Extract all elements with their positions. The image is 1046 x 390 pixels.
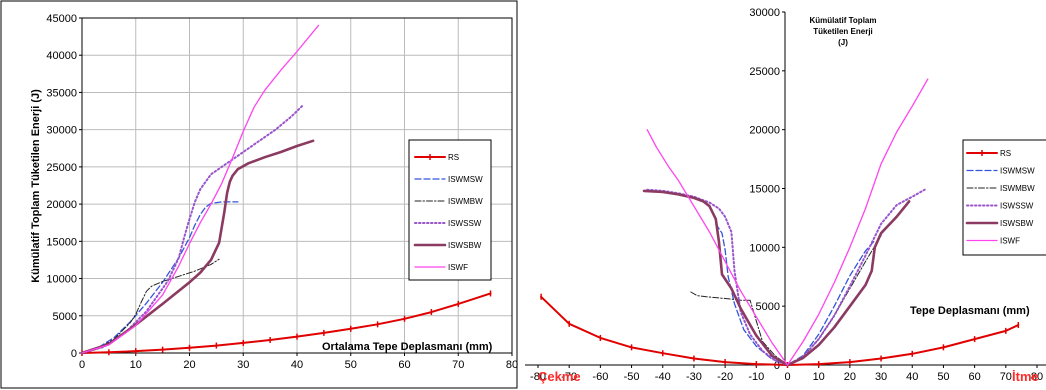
series-line-iswsbw: [80, 139, 315, 355]
x-tick-label: -70: [561, 371, 577, 383]
y-tick-label: 5000: [756, 301, 780, 313]
x-tick-label: 50: [345, 359, 357, 371]
y-tick-label: 10000: [46, 274, 77, 286]
x-tick-label: -60: [592, 371, 608, 383]
series-line-iswmsw: [81, 201, 239, 354]
series-line-iswsbw: [642, 189, 911, 367]
x-tick-label: 10: [813, 371, 825, 383]
x-tick-label: 80: [1031, 371, 1043, 383]
left-chart: 0 5000 10000 15000 20000 25000 30000 35000 40000…: [0, 0, 518, 389]
x-tick-label: 0: [79, 359, 85, 371]
x-tick-label: -40: [655, 371, 671, 383]
y-tick-label: 30000: [749, 7, 780, 19]
series-line-iswf: [646, 78, 929, 366]
y-tick-label: 25000: [749, 66, 780, 78]
series-line-iswssw: [81, 104, 304, 354]
legend-label-iswssw: ISWSSW: [1000, 202, 1034, 211]
y-tick-label: 25000: [46, 162, 77, 174]
right-title-line-2: Tüketilen Enerji: [813, 27, 873, 36]
left-x-axis-title: Ortalama Tepe Deplasmanı (mm): [322, 341, 493, 353]
legend-label-iswmbw: ISWMBW: [1000, 184, 1035, 193]
x-tick-label: -80: [530, 371, 546, 383]
series-line-iswmsw: [715, 223, 876, 366]
series-line-iswssw: [646, 188, 926, 366]
legend-label-iswsbw: ISWSBW: [448, 241, 482, 250]
legend-label-iswf: ISWF: [1000, 237, 1020, 246]
right-chart-title: Kümülatif Toplam Tüketilen Enerji (J): [810, 16, 877, 47]
right-title-line-3: (J): [838, 38, 848, 47]
x-tick-label: 30: [237, 359, 249, 371]
left-legend-items: RS ISWMSW ISWMBW ISWSSW ISWSBW ISWF: [413, 153, 483, 272]
right-x-ticks: -80 -70 -60 -50 -40 -30 -20 -10 0 10 20 30 40 50 60 70 8…: [530, 365, 1043, 383]
left-y-axis-title: Kümülatif Toplam Tüketilen Enerji (J): [30, 89, 42, 283]
series-line-rs: [81, 292, 492, 354]
x-tick-label: -50: [624, 371, 640, 383]
y-tick-label: 10000: [749, 242, 780, 254]
left-gridlines: [82, 18, 512, 353]
x-tick-label: 70: [452, 359, 464, 371]
left-legend: RS ISWMSW ISWMBW ISWSSW ISWSBW ISWF: [408, 139, 492, 281]
right-series: [540, 78, 1020, 368]
right-title-line-1: Kümülatif Toplam: [810, 16, 877, 25]
y-tick-label: 15000: [46, 236, 77, 248]
series-line-iswf: [81, 24, 320, 354]
x-tick-label: 20: [844, 371, 856, 383]
y-tick-label: 35000: [46, 87, 77, 99]
y-tick-label: 5000: [53, 311, 77, 323]
legend-label-rs: RS: [1000, 149, 1011, 158]
x-tick-label: -30: [686, 371, 702, 383]
itme-label: İtme: [1012, 369, 1039, 384]
legend-label-iswmbw: ISWMBW: [448, 197, 483, 206]
legend-label-iswssw: ISWSSW: [448, 219, 482, 228]
x-tick-label: 60: [398, 359, 410, 371]
y-tick-label: 0: [774, 360, 780, 372]
y-tick-label: 30000: [46, 125, 77, 137]
legend-label-rs: RS: [448, 153, 459, 162]
right-legend-box: [962, 139, 1046, 256]
x-tick-label: -10: [748, 371, 764, 383]
x-tick-label: 30: [875, 371, 887, 383]
x-tick-label: 80: [506, 359, 518, 371]
right-chart: 0 5000 10000 15000 20000 25000 30000 -80 -70 -60…: [525, 7, 1046, 384]
x-tick-label: 40: [291, 359, 303, 371]
x-tick-label: 70: [1000, 371, 1012, 383]
y-tick-label: 40000: [46, 50, 77, 62]
right-x-axis-title: Tepe Deplasmanı (mm): [910, 305, 1030, 317]
x-tick-label: -20: [717, 371, 733, 383]
x-tick-label: 40: [906, 371, 918, 383]
left-series: [80, 24, 492, 356]
y-tick-label: 20000: [46, 199, 77, 211]
y-tick-label: 20000: [749, 125, 780, 137]
y-tick-label: 15000: [749, 184, 780, 196]
cekme-label: Çekme: [538, 369, 581, 384]
x-tick-label: 50: [937, 371, 949, 383]
y-tick-label: 0: [71, 348, 77, 360]
left-legend-box: [408, 139, 492, 281]
legend-label-iswf: ISWF: [448, 263, 468, 272]
right-legend: RS ISWMSW ISWMBW ISWSSW ISWSBW ISWF: [962, 139, 1046, 256]
legend-label-iswmsw: ISWMSW: [1000, 167, 1035, 176]
left-x-ticks: 0 10 20 30 40 50 60 70 80: [79, 353, 518, 371]
left-y-ticks: 0 5000 10000 15000 20000 25000 30000 35000 40000…: [46, 13, 82, 360]
x-tick-label: 0: [784, 371, 790, 383]
legend-label-iswsbw: ISWSBW: [1000, 219, 1034, 228]
y-tick-label: 45000: [46, 13, 77, 25]
x-tick-label: 10: [130, 359, 142, 371]
x-tick-label: 60: [969, 371, 981, 383]
x-tick-label: 20: [183, 359, 195, 371]
right-legend-items: RS ISWMSW ISWMBW ISWSSW ISWSBW ISWF: [965, 149, 1035, 246]
legend-label-iswmsw: ISWMSW: [448, 175, 483, 184]
